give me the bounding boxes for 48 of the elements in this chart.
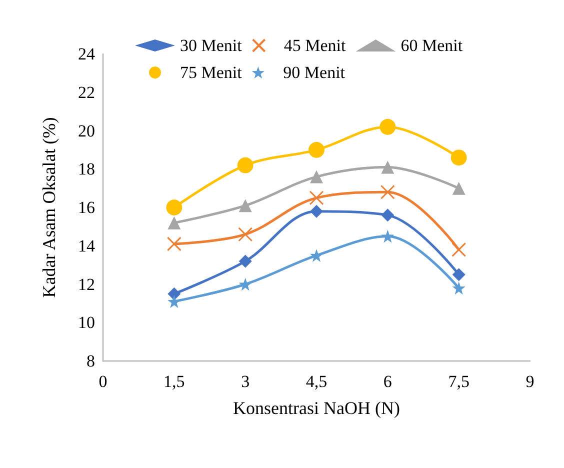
point — [166, 236, 182, 252]
point — [380, 118, 396, 135]
legend-label: 60 Menit — [400, 36, 463, 55]
point — [166, 200, 182, 216]
point — [380, 184, 395, 200]
point — [238, 227, 253, 242]
x-tick-label: 4,5 — [306, 372, 328, 391]
point — [168, 216, 181, 230]
x-tick-label: 6 — [383, 372, 392, 391]
y-tick-label: 24 — [78, 44, 96, 64]
legend-label: 90 Menit — [283, 63, 346, 82]
point — [381, 208, 394, 222]
point — [452, 282, 466, 295]
legend-label: 30 Menit — [180, 36, 242, 55]
x-tick-label: 0 — [98, 372, 108, 391]
y-tick-label: 10 — [78, 313, 95, 332]
point — [238, 199, 252, 212]
point — [381, 160, 394, 174]
point — [308, 142, 324, 158]
y-tick-label: 18 — [78, 160, 95, 179]
point — [310, 170, 323, 184]
y-tick-label: 8 — [86, 352, 95, 370]
x-axis-title: Konsentrasi NaOH (N) — [233, 398, 400, 418]
point — [310, 248, 323, 262]
point — [450, 150, 467, 166]
point — [238, 254, 252, 268]
legend-label: 45 Menit — [284, 36, 346, 55]
y-tick-label: 20 — [78, 121, 95, 140]
y-tick-label: 12 — [78, 274, 95, 294]
x-tick-label: 9 — [526, 372, 534, 391]
point — [237, 157, 254, 174]
point — [168, 287, 181, 300]
x-tick-label: 3 — [241, 372, 250, 391]
point — [452, 182, 466, 195]
legend-label: 75 Menit — [180, 63, 242, 82]
x-tick-label: 7,5 — [448, 372, 470, 391]
point — [452, 242, 466, 257]
y-tick-label: 16 — [78, 198, 95, 217]
y-axis-title: Kadar Asam Oksalat (%) — [39, 117, 59, 298]
x-tick-label: 1,5 — [164, 372, 185, 391]
point — [238, 278, 252, 291]
y-tick-label: 14 — [78, 236, 96, 256]
point — [309, 190, 324, 206]
point — [310, 204, 323, 218]
y-tick-label: 22 — [78, 82, 95, 102]
point — [168, 295, 181, 308]
point — [452, 268, 466, 282]
point — [381, 230, 394, 243]
